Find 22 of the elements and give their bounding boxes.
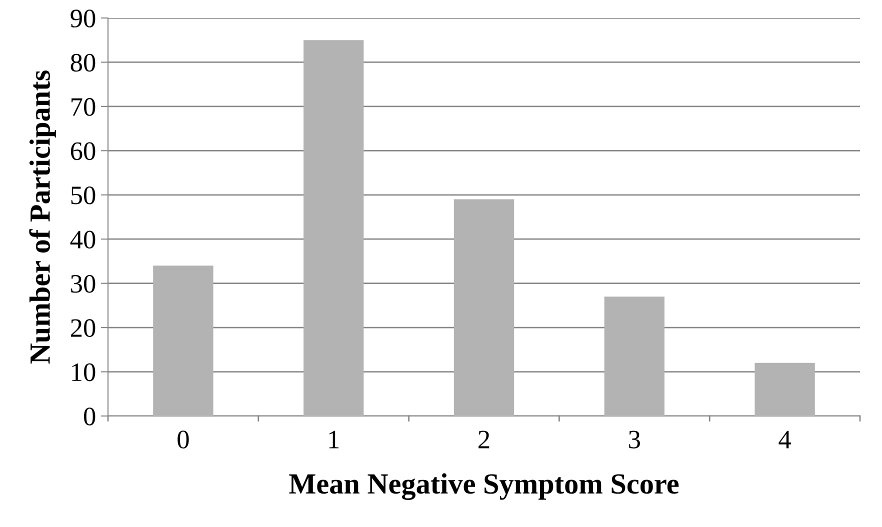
y-tick-label: 0 [84,408,96,426]
y-tick-label: 30 [71,274,96,293]
y-tick-label: 20 [70,319,96,337]
y-tick-label: 50 [71,186,96,204]
y-axis-title: Number of Participants [29,70,56,364]
bar [304,40,364,416]
y-tick-label: 60 [70,142,96,160]
x-axis-title: Mean Negative Symptom Score [289,473,679,500]
y-tick-label: 10 [72,363,96,382]
y-tick-label: 90 [70,10,96,28]
bar [153,266,214,416]
bar [454,199,514,416]
x-tick-label: 3 [629,430,640,448]
x-tick-label: 2 [478,430,490,448]
y-tick-label: 70 [72,98,96,116]
x-tick-label: 4 [778,430,791,448]
y-tick-label: 40 [70,230,96,249]
x-tick-label: 0 [178,430,189,448]
x-tick-label: 1 [329,430,339,448]
bar [604,296,664,416]
bar [754,362,815,416]
y-tick-label: 80 [70,54,96,72]
